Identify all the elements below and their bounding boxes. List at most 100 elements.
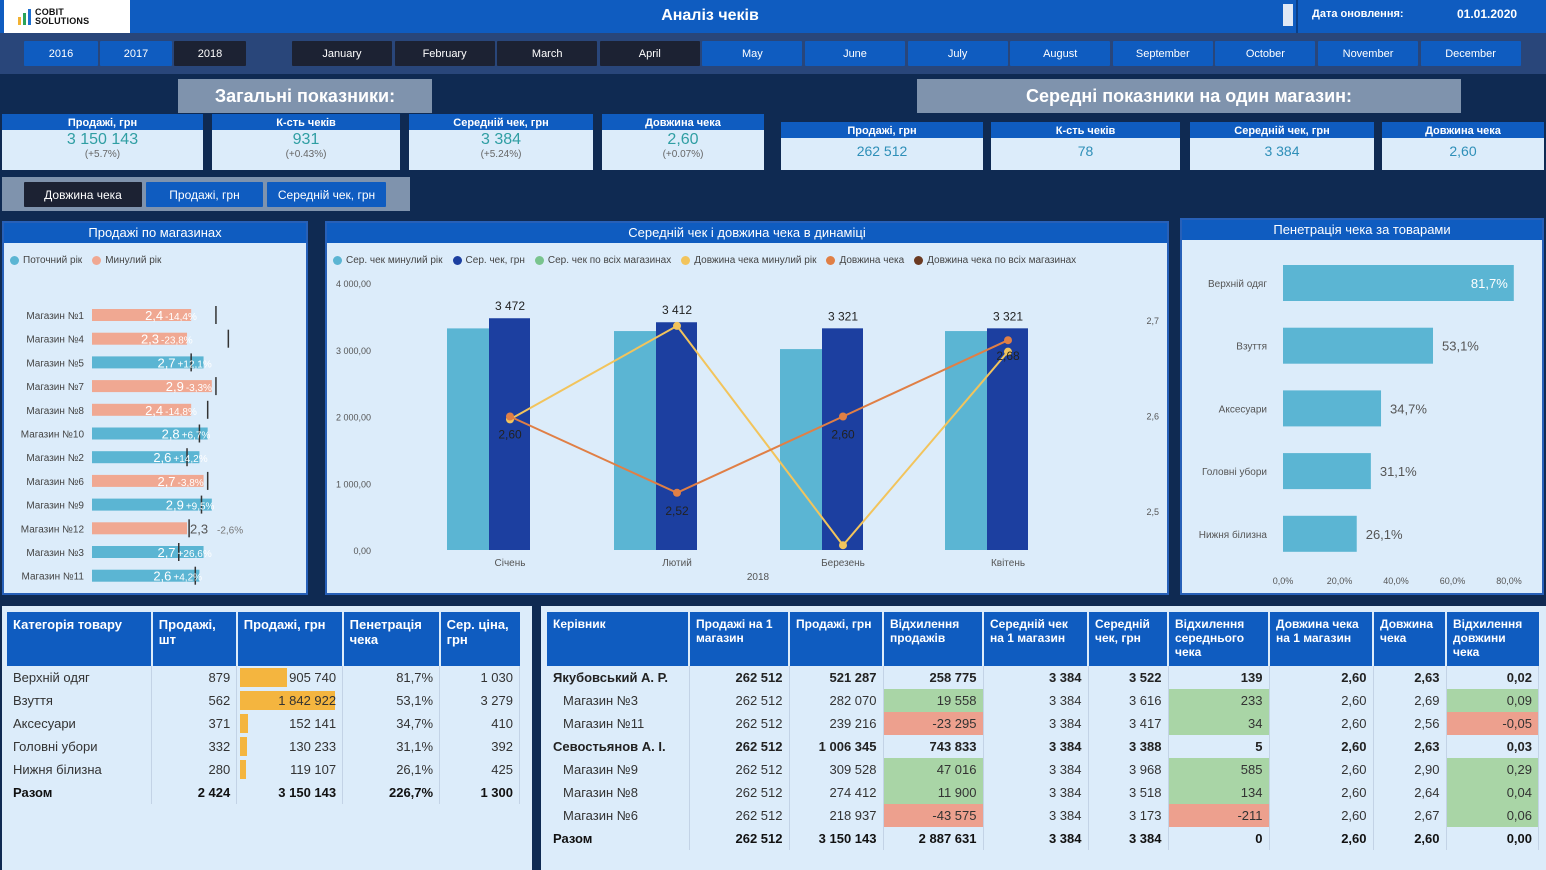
store-row[interactable]: Магазин №3 262 512 282 070 19 558 3 384 3 616… [547,689,1539,712]
dynamics-chart-title: Середній чек і довжина чека в динаміці [327,223,1167,243]
month-button-april[interactable]: April [599,41,700,66]
table-cell: 282 070 [789,689,884,712]
kpi-value: 3 384 [1264,143,1300,159]
table-cell: 274 412 [789,781,884,804]
logo-line1: COBIT [35,6,64,17]
kpi-label: Продажі, грн [2,116,203,130]
legend-dot [333,256,342,265]
month-button-june[interactable]: June [805,41,905,66]
col-header[interactable]: Продажі на 1 магазин [689,612,790,666]
table-row[interactable]: Головні убори 332 130 233 31,1% 392 [7,735,520,758]
bar-delta-label: -3,3% [186,383,212,394]
table-cell: 371 [151,712,238,735]
table-cell: 0,09 [1446,689,1539,712]
date-marker [1283,4,1293,26]
month-button-november[interactable]: November [1318,41,1418,66]
total-cell: 2 424 [151,781,238,804]
avg-kpi-checks: К-сть чеків 78 [991,122,1180,170]
bar-value-label: 34,7% [1390,401,1427,416]
kpi-value: 931 [292,131,320,148]
category-label: Верхній одяг [1208,279,1267,290]
total-cell: 3 384 [1088,827,1169,850]
month-button-december[interactable]: December [1420,41,1521,66]
manager-row[interactable]: Якубовський А. Р. 262 512 521 287 258 775 3 … [547,666,1539,689]
y-tick: 2 000,00 [336,413,371,423]
store-label: Магазин №1 [26,311,84,322]
bar-value-label: 2,6 [153,450,171,465]
store-row[interactable]: Магазин №9 262 512 309 528 47 016 3 384 3 968… [547,758,1539,781]
table-cell: 31,1% [342,735,441,758]
month-button-may[interactable]: May [702,41,803,66]
store-bar [92,380,212,393]
table-row[interactable]: Взуття 562 1 842 922 53,1% 3 279 [7,689,520,712]
month-button-january[interactable]: January [292,41,392,66]
table-cell: 2,69 [1373,689,1447,712]
penetration-chart-title: Пенетрація чека за товарами [1182,220,1542,240]
bar-prev-year [945,331,987,550]
table-row[interactable]: Аксесуари 371 152 141 34,7% 410 [7,712,520,735]
total-cell: 2,60 [1373,827,1447,850]
col-header[interactable]: Продажі, шт [151,612,238,666]
month-button-september[interactable]: September [1112,41,1213,66]
kpi-value: 3 384 [480,131,522,148]
col-header[interactable]: Пенетрація чека [342,612,441,666]
kpi-delta: (+0.07%) [662,149,704,160]
col-header[interactable]: Довжина чека на 1 магазин [1269,612,1374,666]
col-header[interactable]: Довжина чека [1373,612,1447,666]
cell-value: 1 842 922 [278,693,337,708]
manager-row[interactable]: Севостьянов А. І. 262 512 1 006 345 743 833… [547,735,1539,758]
table-cell: 3 173 [1088,804,1169,827]
kpi-value: 78 [1077,143,1094,159]
month-button-august[interactable]: August [1010,41,1111,66]
total-cell: 262 512 [689,827,790,850]
line-point [673,488,681,497]
month-button-july[interactable]: July [907,41,1008,66]
col-header[interactable]: Середній чек, грн [1088,612,1169,666]
col-header[interactable]: Відхилення середнього чека [1168,612,1270,666]
dynamics-combo-chart: 0,001 000,002 000,003 000,004 000,002,52… [336,279,1159,583]
col-header[interactable]: Категорія товару [7,612,153,666]
manager-table-panel: Керівник Продажі на 1 магазин Продажі, грн… [541,606,1546,870]
kpi-label: Довжина чека [1382,124,1544,138]
table-cell: 3 388 [1088,735,1169,758]
axis-tick: 20,0% [1327,576,1353,586]
table-row[interactable]: Верхній одяг 879 905 740 81,7% 1 030 [7,666,520,689]
tab-check-length[interactable]: Довжина чека [24,182,142,207]
table-cell: 392 [439,735,520,758]
table-cell: 3 384 [983,689,1089,712]
store-row[interactable]: Магазин №11 262 512 239 216 -23 295 3 384 3 4… [547,712,1539,735]
month-button-october[interactable]: October [1215,41,1316,66]
bar-delta-label: -23,8% [161,336,193,347]
col-header[interactable]: Продажі, грн [789,612,884,666]
legend-dot [534,256,544,265]
table-cell: 1 842 922 [236,689,344,712]
axis-tick: 60,0% [1440,576,1466,586]
category-label: Головні убори [1202,466,1267,478]
store-row[interactable]: Магазин №6 262 512 218 937 -43 575 3 384 3 17… [547,804,1539,827]
col-header[interactable]: Середній чек на 1 магазин [983,612,1089,666]
tab-avg-check[interactable]: Середній чек, грн [267,182,386,207]
month-button-february[interactable]: February [394,41,495,66]
year-button-2017[interactable]: 2017 [100,41,172,66]
tab-sales[interactable]: Продажі, грн [146,182,263,207]
table-cell: Нижня білизна [7,758,153,781]
cell-value: 119 107 [290,762,337,777]
legend-dot [452,256,462,265]
table-cell: 309 528 [789,758,884,781]
table-cell: -211 [1168,804,1270,827]
table-cell: 332 [151,735,238,758]
col-header[interactable]: Сер. ціна, грн [439,612,520,666]
bar-value-label: 81,7% [1471,276,1508,291]
col-header[interactable]: Керівник [547,612,690,666]
bar-value-label: 26,1% [1366,527,1403,542]
month-button-march[interactable]: March [497,41,598,66]
dynamics-chart-panel: Середній чек і довжина чека в динаміці С… [325,221,1169,595]
store-row[interactable]: Магазин №8 262 512 274 412 11 900 3 384 3 518… [547,781,1539,804]
year-button-2016[interactable]: 2016 [24,41,98,66]
table-row[interactable]: Нижня білизна 280 119 107 26,1% 425 [7,758,520,781]
col-header[interactable]: Відхилення довжини чека [1446,612,1539,666]
divider [1296,0,1298,33]
col-header[interactable]: Продажі, грн [236,612,344,666]
col-header[interactable]: Відхилення продажів [883,612,984,666]
year-button-2018[interactable]: 2018 [174,41,246,66]
